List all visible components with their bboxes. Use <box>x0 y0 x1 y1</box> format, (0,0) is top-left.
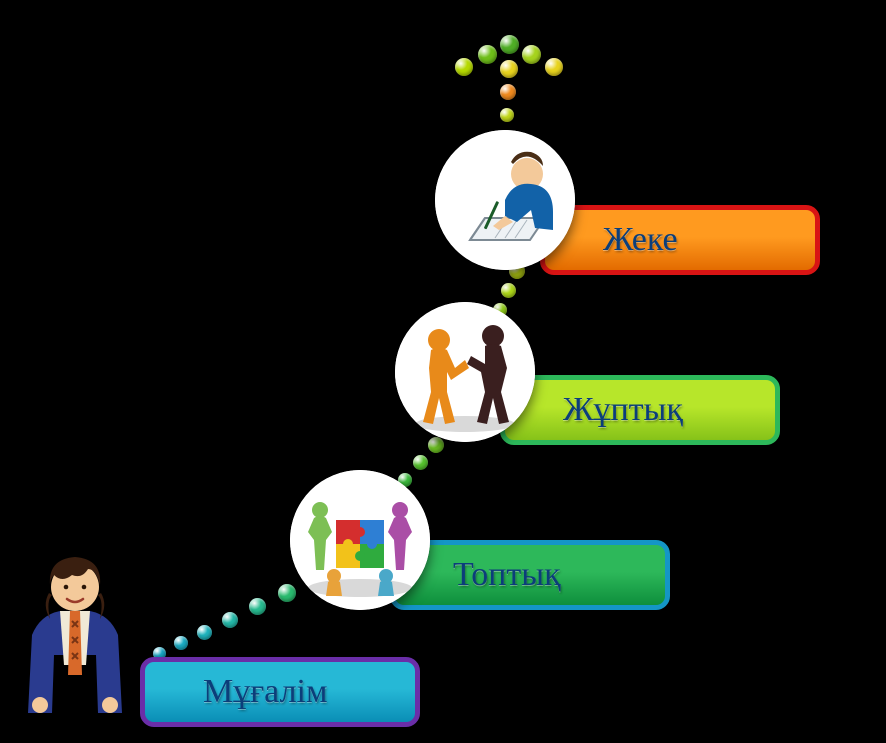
two-figures-icon <box>395 302 535 442</box>
writing-person-icon <box>435 130 575 270</box>
step-individual-label: Жеке <box>603 221 678 259</box>
step-pair-box: Жұптық <box>500 375 780 445</box>
arrow-dot <box>545 58 563 76</box>
trail-dot <box>249 598 266 615</box>
step-individual-box: Жеке <box>540 205 820 275</box>
step-pair-circle <box>395 302 535 442</box>
arrow-dot <box>500 35 519 54</box>
group-puzzle-icon <box>290 470 430 610</box>
trail-dot <box>197 625 212 640</box>
arrow-dot <box>500 60 518 78</box>
diagram-stage: Жеке Жұптық <box>0 0 886 743</box>
step-group-box: Топтық <box>390 540 670 610</box>
teacher-figure-icon <box>0 545 150 725</box>
arrow-dot <box>522 45 541 64</box>
trail-dot <box>278 584 296 602</box>
step-teacher-box: Мұғалім <box>140 657 420 727</box>
trail-dot <box>501 283 516 298</box>
arrow-dot <box>455 58 473 76</box>
trail-dot <box>428 437 444 453</box>
step-group-label: Топтық <box>453 556 561 594</box>
step-individual-circle <box>435 130 575 270</box>
step-pair-label: Жұптық <box>563 391 683 429</box>
trail-dot <box>174 636 188 650</box>
arrow-dot <box>478 45 497 64</box>
trail-dot <box>222 612 238 628</box>
step-group-circle <box>290 470 430 610</box>
step-teacher-label: Мұғалім <box>203 673 328 711</box>
arrow-dot <box>500 84 516 100</box>
arrow-dot <box>500 108 514 122</box>
trail-dot <box>413 455 428 470</box>
